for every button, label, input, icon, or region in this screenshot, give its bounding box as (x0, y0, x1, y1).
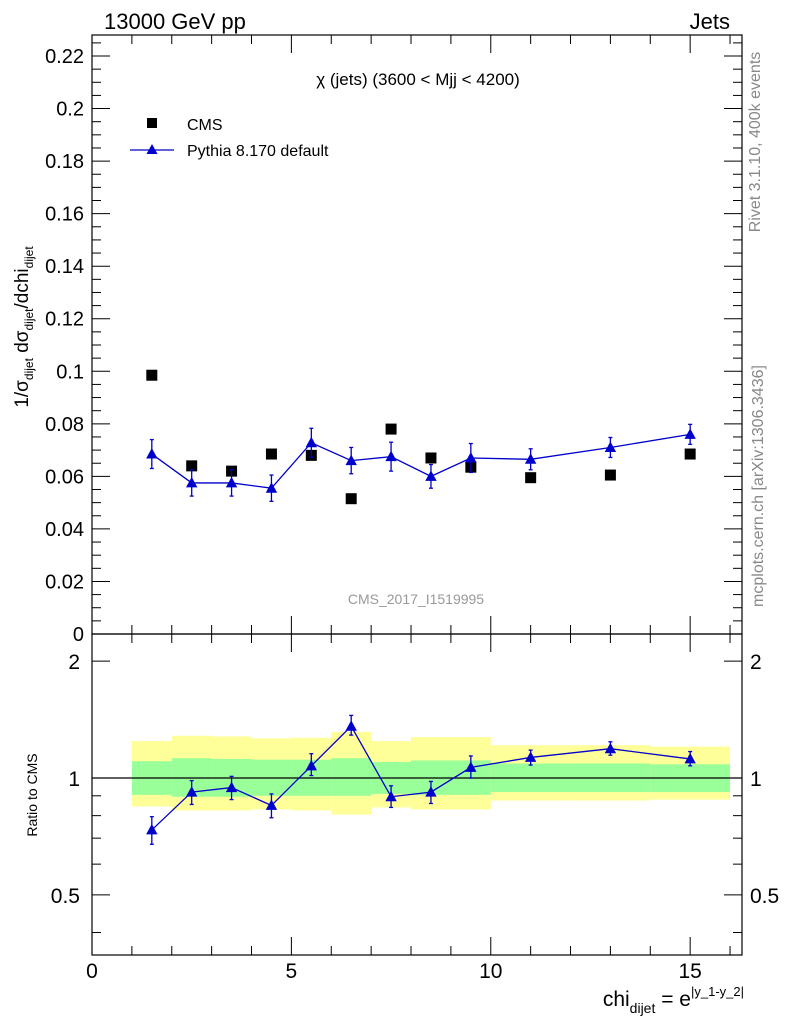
mcplots-label: mcplots.cern.ch [arXiv:1306.3436] (750, 365, 767, 607)
ratio-point (146, 823, 158, 835)
pythia-point (385, 450, 397, 462)
main-panel (146, 369, 696, 505)
ratio-y-tick-label-right: 2 (750, 651, 762, 674)
legend: CMS Pythia 8.170 default (130, 117, 329, 160)
x-tick-label: 0 (86, 960, 98, 983)
main-y-tick-label: 0.16 (45, 204, 84, 226)
ratio-bands (92, 731, 742, 815)
pythia-point (524, 453, 537, 464)
cms-point (146, 369, 158, 381)
ratio-band-inner (331, 758, 372, 796)
legend-cms-marker (147, 118, 157, 128)
main-y-tick-label: 0 (73, 624, 84, 646)
cms-point (684, 448, 696, 460)
rivet-label: Rivet 3.1.10, 400k events (747, 52, 764, 233)
cms-point (345, 493, 357, 505)
main-y-tick-label: 0.1 (56, 361, 84, 383)
ratio-point (425, 786, 437, 797)
cms-point (425, 452, 437, 464)
ratio-y-tick-label-right: 1 (750, 768, 762, 791)
x-tick-label: 5 (286, 960, 298, 983)
pythia-point (425, 470, 437, 481)
ratio-y-tick-label: 1 (68, 768, 80, 791)
cms-point (525, 472, 537, 484)
cms-point (385, 423, 397, 435)
chart-title: χ (jets) (3600 < Mjj < 4200) (316, 70, 520, 89)
ratio-y-tick-label: 2 (68, 651, 80, 674)
x-tick-label: 15 (678, 960, 701, 983)
ratio-point (385, 790, 397, 802)
header-right-label: Jets (690, 9, 730, 34)
pythia-point (684, 428, 696, 439)
x-tick-label: 10 (479, 960, 502, 983)
main-y-axis-label: 1/σdijet dσdijet/dchidijet (12, 246, 36, 408)
ratio-point (604, 742, 617, 754)
watermark-label: CMS_2017_I1519995 (348, 591, 484, 607)
pythia-point (185, 476, 198, 488)
cms-point (186, 460, 198, 472)
ratio-y-tick-label-right: 0.5 (750, 885, 779, 908)
main-y-tick-label: 0.18 (45, 151, 84, 173)
ratio-point (465, 761, 477, 772)
legend-cms-label: CMS (187, 117, 223, 134)
main-y-tick-label: 0.04 (45, 519, 84, 541)
cms-point (604, 469, 616, 481)
cms-point (265, 448, 277, 460)
pythia-line (151, 433, 691, 489)
axes: 0 0.02 0.04 0.06 0.08 0.1 0.12 0.14 0.16 0.18 0.2 0… (45, 34, 779, 983)
main-y-tick-label: 0.2 (56, 99, 84, 121)
x-axis-label: chidijet = e|y_1-y_2| (603, 984, 744, 1016)
main-y-tick-label: 0.06 (45, 466, 84, 488)
header-left-label: 13000 GeV pp (104, 9, 246, 34)
ratio-point (684, 752, 696, 764)
main-y-tick-label: 0.08 (45, 414, 84, 436)
ratio-point (345, 720, 357, 731)
ratio-point (225, 781, 238, 793)
pythia-point (305, 436, 318, 448)
main-y-tick-label: 0.02 (45, 571, 84, 593)
pythia-point (225, 476, 238, 488)
pythia-point (146, 448, 158, 459)
main-y-tick-label: 0.12 (45, 309, 84, 331)
legend-pythia-marker (146, 144, 158, 154)
ratio-frame (91, 633, 743, 956)
ratio-panel (146, 714, 696, 845)
pythia-point (604, 441, 617, 452)
pythia-point (345, 454, 357, 466)
pythia-point (265, 482, 278, 493)
ratio-point (185, 786, 198, 797)
ratio-point (265, 799, 278, 810)
ratio-point (305, 759, 318, 771)
ratio-y-tick-label: 0.5 (51, 885, 80, 908)
main-y-tick-label: 0.22 (45, 46, 84, 68)
pythia-point (465, 451, 477, 463)
ratio-point (524, 751, 537, 762)
legend-pythia-label: Pythia 8.170 default (187, 143, 329, 160)
ratio-line (151, 725, 691, 831)
ratio-y-axis-label: Ratio to CMS (24, 753, 40, 836)
main-y-tick-label: 0.14 (45, 256, 84, 278)
